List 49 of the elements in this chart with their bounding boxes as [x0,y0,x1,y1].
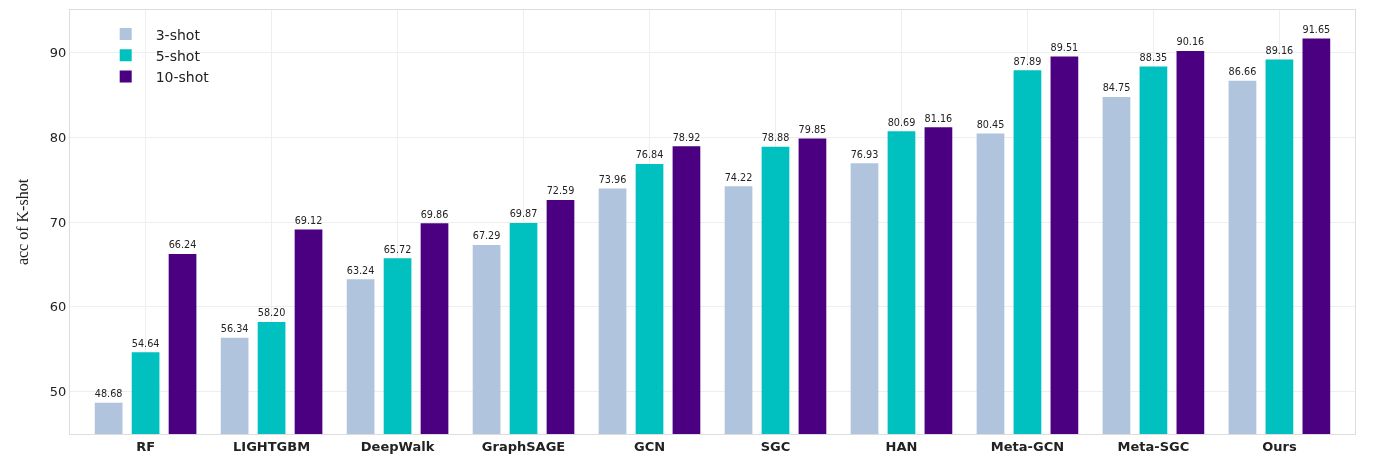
x-tick-label: DeepWalk [360,438,435,454]
x-tick-label: LIGHTGBM [233,438,311,454]
data-label: 65.72 [383,243,412,255]
data-label: 69.86 [420,208,449,220]
data-label: 89.51 [1050,41,1079,53]
data-label: 84.75 [1102,82,1131,94]
data-label: 72.59 [546,185,575,197]
data-label: 63.24 [346,264,375,276]
x-tick-label: Meta-SGC [1117,438,1190,454]
data-label: 80.45 [976,118,1005,130]
data-label: 78.92 [672,131,701,143]
data-label: 78.88 [761,132,790,144]
data-label: 74.22 [724,171,753,183]
x-tick-label: SGC [760,438,791,454]
data-label: 73.96 [598,173,627,185]
data-label: 91.65 [1302,23,1331,35]
data-label: 90.16 [1176,36,1205,48]
data-label: 69.87 [509,208,538,220]
x-tick-label: Ours [1262,438,1297,454]
data-label: 87.89 [1013,55,1042,67]
data-label: 48.68 [94,388,123,400]
x-tick-label: GraphSAGE [481,438,566,454]
y-axis-title: acc of K-shot [14,178,31,266]
data-label: 58.20 [257,307,286,319]
legend-label: 5-shot [155,47,201,64]
data-label: 66.24 [168,239,197,251]
data-label: 79.85 [798,123,827,135]
x-tick-label: GCN [633,438,666,454]
y-tick-label: 60 [49,299,67,315]
data-label: 76.93 [850,148,879,160]
data-label: 67.29 [472,230,501,242]
x-tick-label: RF [136,438,156,454]
y-tick-label: 80 [49,129,67,145]
data-label: 88.35 [1139,51,1168,63]
data-label: 56.34 [220,323,249,335]
y-tick-label: 90 [49,44,67,60]
data-label: 69.12 [294,214,323,226]
y-tick-label: 50 [49,384,67,400]
x-tick-label: Meta-GCN [990,438,1065,454]
data-label: 76.84 [635,149,664,161]
legend-label: 3-shot [155,26,201,43]
y-tick-label: 70 [49,214,67,230]
legend-label: 10-shot [155,68,210,85]
data-label: 89.16 [1265,44,1294,56]
data-label: 81.16 [924,112,953,124]
data-label: 54.64 [131,337,160,349]
x-tick-label: HAN [885,438,918,454]
data-label: 86.66 [1228,66,1257,78]
data-label: 80.69 [887,116,916,128]
